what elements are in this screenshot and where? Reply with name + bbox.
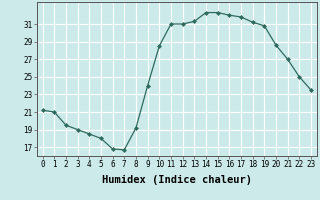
X-axis label: Humidex (Indice chaleur): Humidex (Indice chaleur)	[102, 175, 252, 185]
